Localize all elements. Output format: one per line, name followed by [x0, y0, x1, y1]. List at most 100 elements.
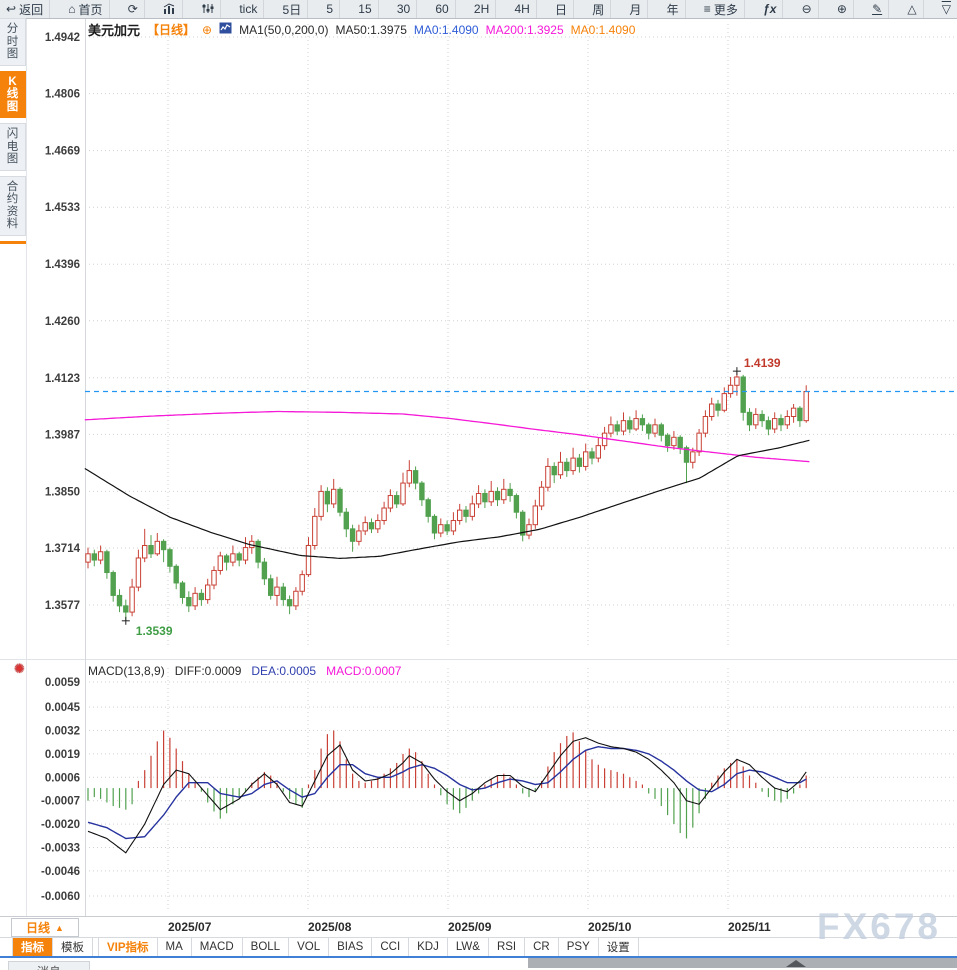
- back-button[interactable]: ↩ 返回: [0, 0, 51, 18]
- svg-text:1.4533: 1.4533: [45, 202, 80, 214]
- period-month-button[interactable]: 月: [623, 0, 649, 18]
- sidebar-accent: [0, 240, 26, 244]
- period-15m-button[interactable]: 15: [352, 0, 379, 18]
- home-button[interactable]: ⌂ 首页: [62, 0, 110, 18]
- indicator-tab-LW&[interactable]: LW&: [448, 938, 489, 956]
- period-5m-button[interactable]: 5: [320, 0, 341, 18]
- svg-text:-0.0060: -0.0060: [41, 891, 80, 903]
- scroll-up-button[interactable]: △: [901, 0, 924, 18]
- svg-text:-0.0007: -0.0007: [41, 796, 80, 808]
- zoom-out-button[interactable]: ⊖: [796, 0, 819, 18]
- sidebar-tab-闪电图[interactable]: 闪电图: [0, 123, 26, 171]
- zoom-in-icon: ⊕: [836, 2, 847, 16]
- svg-text:1.3987: 1.3987: [45, 429, 80, 441]
- sidebar-tab-分时图[interactable]: 分时图: [0, 18, 26, 66]
- formula-button[interactable]: ƒx: [757, 0, 784, 18]
- x-axis-label: 2025/11: [728, 920, 771, 934]
- top-toolbar: ↩ 返回 ⌂ 首页 ⟳ tick 5日 5 15 30 60 2H 4H 日 周 月 年 ≡ 更多 ƒx ⊖ ⊕ ✎ △ ▽: [0, 0, 957, 19]
- clipped-bottom-tab[interactable]: 消息: [8, 961, 90, 970]
- indicator-tab-RSI[interactable]: RSI: [489, 938, 526, 956]
- chart-type-button[interactable]: [157, 0, 183, 18]
- period-week-button[interactable]: 周: [586, 0, 612, 18]
- indicator-tab-指标[interactable]: 指标: [12, 938, 53, 956]
- macd-value: MACD:0.0007: [326, 664, 402, 678]
- indicator-tab-VIP指标[interactable]: VIP指标: [98, 938, 158, 956]
- period-60m-button[interactable]: 60: [429, 0, 456, 18]
- svg-text:0.0059: 0.0059: [45, 677, 80, 689]
- horizontal-scrollbar[interactable]: [528, 958, 957, 968]
- svg-text:-0.0046: -0.0046: [41, 866, 80, 878]
- chart-header: 美元加元 【日线】 ⊕ MA1(50,0,200,0) MA50:1.3975 …: [88, 20, 635, 39]
- period-year-button-label: 年: [666, 2, 679, 17]
- dea-value: DEA:0.0005: [251, 664, 317, 678]
- period-5d-button-label: 5日: [282, 2, 302, 17]
- indicator-tab-KDJ[interactable]: KDJ: [409, 938, 448, 956]
- period-label: 日线: [26, 921, 51, 935]
- svg-text:-0.0033: -0.0033: [41, 842, 80, 854]
- indicator-tab-PSY[interactable]: PSY: [559, 938, 599, 956]
- more-button[interactable]: ≡ 更多: [698, 0, 745, 18]
- low-annotation: 1.3539: [136, 624, 173, 638]
- svg-text:1.3850: 1.3850: [45, 486, 80, 498]
- ma0-blue-value: MA0:1.4090: [413, 22, 479, 37]
- svg-text:0.0045: 0.0045: [45, 702, 81, 714]
- sidebar-tab-合约资料[interactable]: 合约资料: [0, 175, 26, 236]
- indicator-settings-button[interactable]: [195, 0, 222, 18]
- indicator-sliders-icon: [201, 3, 214, 16]
- ma200-value: MA200:1.3925: [485, 22, 564, 37]
- macd-bars-layer: [87, 730, 807, 839]
- ma-settings-label: MA1(50,0,200,0): [239, 22, 329, 37]
- period-30m-button[interactable]: 30: [391, 0, 418, 18]
- x-axis-label: 2025/09: [448, 920, 492, 934]
- indicator-tab-bar: 指标 模板 VIP指标 MA MACD BOLL VOL BIAS CCI KDJ LW& RSI CR…: [0, 937, 957, 958]
- period-30m-button-label: 30: [396, 2, 411, 16]
- indicator-tab-CR[interactable]: CR: [525, 938, 559, 956]
- period-month-button-label: 月: [629, 2, 642, 17]
- period-15m-button-label: 15: [358, 2, 372, 16]
- indicator-settings-icon[interactable]: ✺: [14, 661, 25, 676]
- kline-settings-icon[interactable]: [219, 22, 232, 37]
- svg-text:0.0032: 0.0032: [45, 726, 80, 738]
- indicator-tab-设置[interactable]: 设置: [599, 938, 639, 956]
- indicator-tab-CCI[interactable]: CCI: [372, 938, 410, 956]
- svg-text:-0.0020: -0.0020: [41, 819, 80, 831]
- period-day-button[interactable]: 日: [549, 0, 574, 18]
- home-button-label: 首页: [78, 2, 103, 17]
- draw-icon: ✎: [872, 2, 883, 16]
- period-5m-button-label: 5: [326, 2, 334, 16]
- period-2h-button-label: 2H: [473, 2, 490, 16]
- collapse-button[interactable]: ▽: [936, 0, 957, 18]
- period-5d-button[interactable]: 5日: [277, 0, 309, 18]
- fx-icon: ƒx: [763, 2, 777, 16]
- add-indicator-icon[interactable]: ⊕: [202, 22, 213, 37]
- period-4h-button[interactable]: 4H: [508, 0, 537, 18]
- period-4h-button-label: 4H: [514, 2, 530, 16]
- back-arrow-icon: ↩: [6, 2, 17, 16]
- period-year-button[interactable]: 年: [661, 0, 686, 18]
- zoom-in-button[interactable]: ⊕: [831, 0, 854, 18]
- indicator-tab-模板[interactable]: 模板: [53, 938, 93, 956]
- indicator-tab-BIAS[interactable]: BIAS: [329, 938, 373, 956]
- indicator-tab-BOLL[interactable]: BOLL: [243, 938, 290, 956]
- refresh-button[interactable]: ⟳: [122, 0, 145, 18]
- period-day-button-label: 日: [554, 2, 567, 17]
- svg-text:1.4942: 1.4942: [45, 32, 80, 44]
- draw-button[interactable]: ✎: [866, 0, 890, 18]
- macd-header: MACD(13,8,9) DIFF:0.0009 DEA:0.0005 MACD…: [88, 664, 401, 678]
- period-selector[interactable]: 日线 ▲: [11, 918, 79, 937]
- svg-text:1.4260: 1.4260: [45, 316, 80, 328]
- macd-title: MACD(13,8,9): [88, 664, 165, 678]
- period-2h-button[interactable]: 2H: [468, 0, 497, 18]
- indicator-tab-MACD[interactable]: MACD: [192, 938, 243, 956]
- panel-expand-handle[interactable]: [786, 960, 806, 967]
- period-tick-button[interactable]: tick: [233, 0, 265, 18]
- refresh-icon: ⟳: [127, 2, 138, 16]
- svg-text:1.3577: 1.3577: [45, 600, 80, 612]
- svg-text:0.0019: 0.0019: [45, 749, 80, 761]
- indicator-tab-VOL[interactable]: VOL: [289, 938, 330, 956]
- indicator-tab-MA[interactable]: MA: [158, 938, 192, 956]
